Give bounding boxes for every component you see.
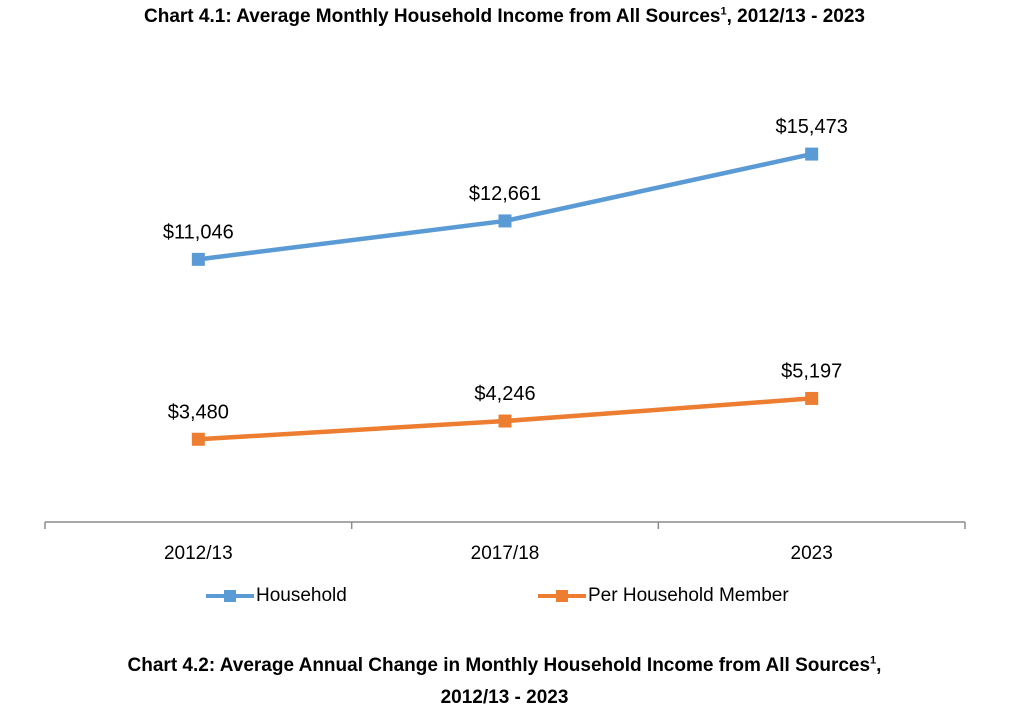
legend-item-per-household-member: Per Household Member [536, 585, 789, 607]
chart-title-text: Chart 4.1: Average Monthly Household Inc… [144, 6, 721, 27]
data-label: $12,661 [469, 183, 541, 205]
chart-4-2-title-years: 2012/13 - 2023 [440, 687, 569, 708]
line-chart: 2012/13 2017/18 2023 $11,046 $12,661 $15,473… [44, 116, 966, 564]
legend-label-per-household-member: Per Household Member [588, 585, 789, 606]
data-label: $4,246 [474, 383, 535, 405]
legend-label-household: Household [256, 585, 347, 606]
legend-swatch-household [206, 590, 254, 602]
chart-title-years: , 2012/13 - 2023 [726, 6, 865, 27]
data-point-marker [191, 252, 205, 266]
data-point-marker [805, 147, 819, 161]
x-axis: 2012/13 2017/18 2023 [44, 521, 966, 564]
data-point-marker [498, 414, 512, 428]
footnote-marker: 1 [720, 5, 727, 18]
x-tick-label: 2012/13 [164, 543, 233, 564]
data-label: $15,473 [776, 116, 848, 138]
chart-4-2-title-text: Chart 4.2: Average Annual Change in Mont… [127, 655, 871, 676]
data-point-marker [498, 214, 512, 228]
chart-4-2-title: Chart 4.2: Average Annual Change in Mont… [0, 650, 1009, 714]
data-point-marker [191, 432, 205, 446]
chart-4-2-title-comma: , [876, 655, 882, 676]
data-label: $3,480 [168, 401, 229, 423]
chart-title: Chart 4.1: Average Monthly Household Inc… [0, 6, 1009, 28]
data-labels: $11,046 $12,661 $15,473 $3,480 $4,246 $5,197 [163, 116, 848, 423]
footnote-marker-2: 1 [870, 654, 877, 667]
legend-swatch-per-household-member [538, 590, 586, 602]
legend-item-household: Household [204, 585, 347, 607]
series-line [198, 151, 813, 262]
data-point-marker [805, 391, 819, 405]
series-group [191, 147, 819, 446]
data-label: $11,046 [163, 221, 234, 243]
x-tick-label: 2017/18 [471, 543, 540, 564]
data-label: $5,197 [781, 360, 842, 382]
x-tick-label: 2023 [791, 543, 833, 564]
